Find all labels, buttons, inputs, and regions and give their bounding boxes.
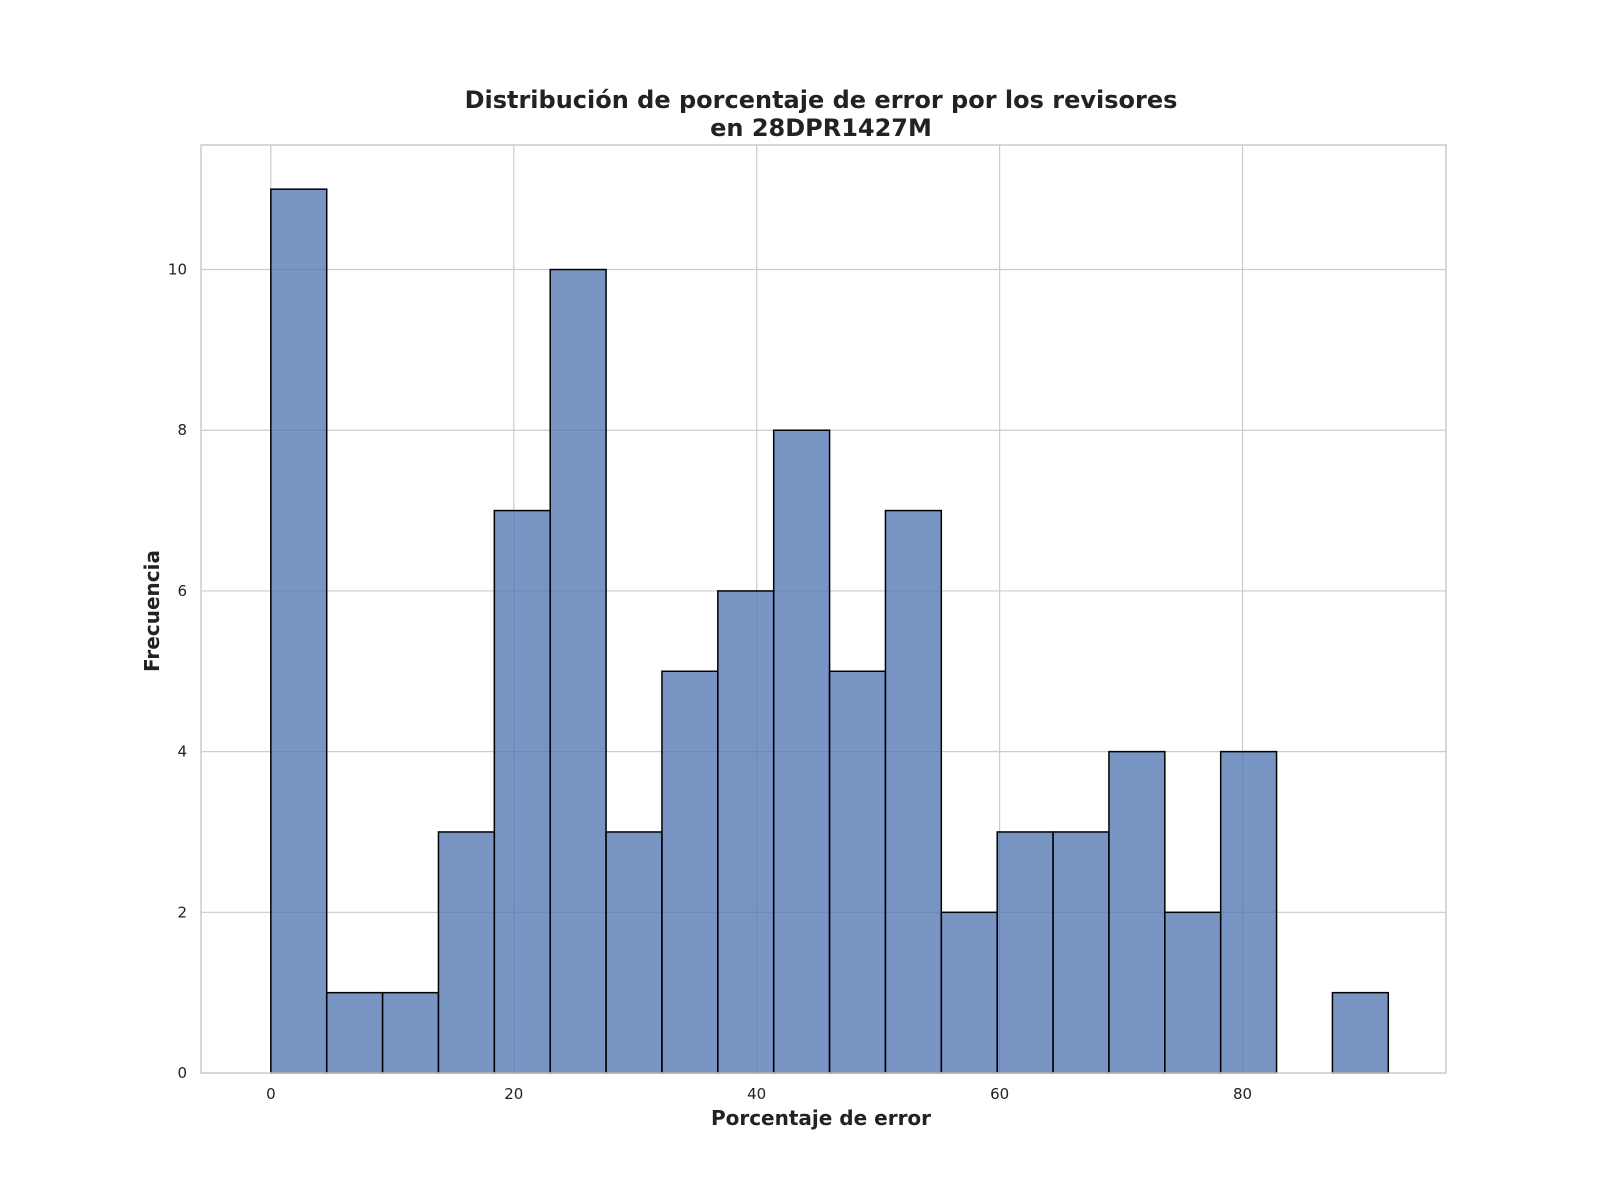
x-tick-label: 20	[504, 1085, 523, 1103]
y-tick-label: 10	[168, 261, 187, 279]
histogram-bar	[549, 268, 607, 1074]
histogram-bar	[437, 831, 496, 1074]
histogram-bar	[996, 831, 1054, 1074]
histogram-bar	[605, 831, 663, 1074]
histogram-bar	[884, 509, 943, 1074]
chart-title-line-1: Distribución de porcentaje de error por …	[464, 86, 1178, 114]
y-tick-label: 0	[177, 1064, 187, 1082]
histogram-bar	[717, 590, 775, 1074]
histogram-bar	[1219, 750, 1278, 1074]
histogram-bar	[493, 509, 551, 1074]
histogram-bar	[270, 188, 328, 1074]
histogram-bar	[940, 911, 998, 1074]
histogram-bar	[1331, 991, 1390, 1074]
histogram-bar	[1052, 831, 1110, 1074]
y-tick-label: 4	[177, 743, 187, 761]
y-axis-label: Frecuencia	[140, 550, 164, 672]
histogram-bar	[828, 670, 887, 1074]
histogram-bar	[772, 429, 831, 1074]
histogram-bar	[661, 670, 719, 1074]
chart-title-line-2: en 28DPR1427M	[710, 114, 932, 142]
histogram-bar	[325, 991, 384, 1074]
x-tick-label: 0	[266, 1085, 276, 1103]
histogram-bar	[1108, 750, 1166, 1074]
y-tick-label: 8	[177, 421, 187, 439]
x-tick-label: 60	[990, 1085, 1009, 1103]
y-tick-label: 2	[177, 903, 187, 921]
histogram-bar	[381, 991, 440, 1074]
y-tick-label: 6	[177, 582, 187, 600]
histogram-bar	[1164, 911, 1222, 1074]
x-tick-label: 80	[1233, 1085, 1252, 1103]
x-axis-label: Porcentaje de error	[710, 1106, 932, 1130]
x-tick-label: 40	[747, 1085, 766, 1103]
plot-frame	[200, 144, 1447, 1074]
